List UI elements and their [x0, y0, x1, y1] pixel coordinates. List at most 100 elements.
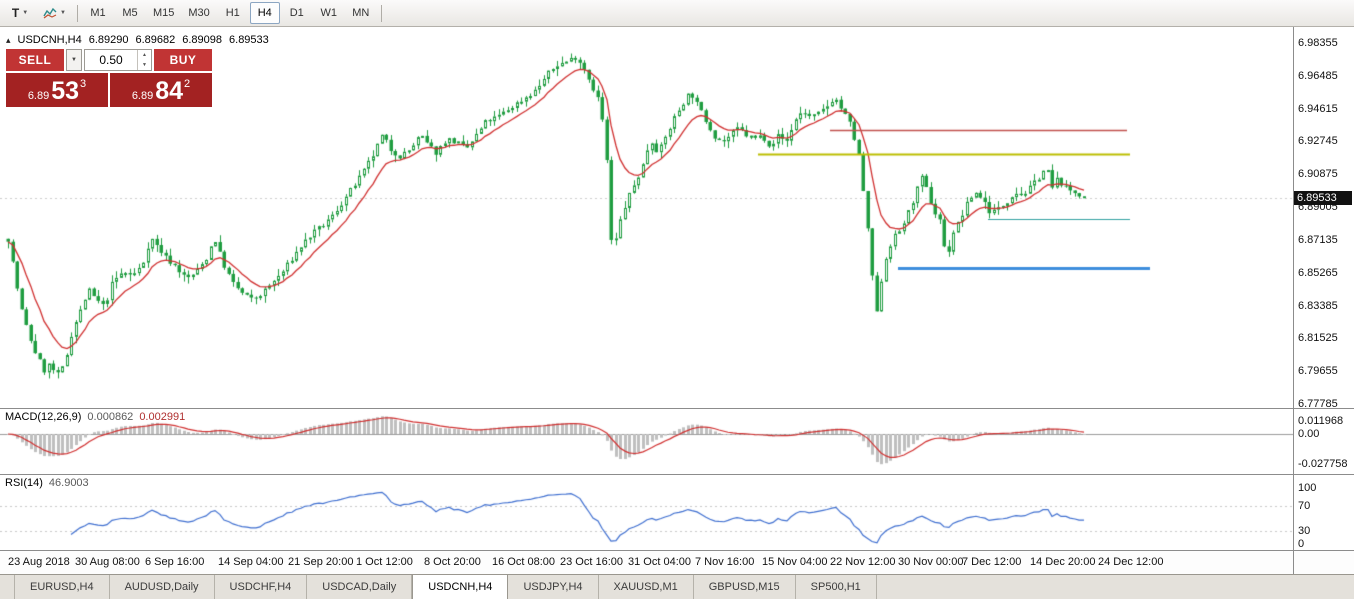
- macd-canvas[interactable]: [0, 409, 1293, 474]
- chart-tab-usdcnh-h4[interactable]: USDCNH,H4: [412, 575, 509, 599]
- price-tick: 6.77785: [1298, 398, 1338, 409]
- macd-label: MACD(12,26,9) 0.000862 0.002991: [5, 411, 185, 423]
- chevron-down-icon: ▼: [60, 10, 66, 16]
- triangle-icon: ▴: [6, 34, 11, 45]
- chart-tab-gbpusd-m15[interactable]: GBPUSD,M15: [694, 575, 796, 599]
- chart-plot-area[interactable]: ▴ USDCNH,H4 6.89290 6.89682 6.89098 6.89…: [0, 27, 1293, 408]
- timeframe-button-m5[interactable]: M5: [122, 7, 138, 19]
- timeframe-button-h4[interactable]: H4: [249, 2, 280, 24]
- rsi-plot-area[interactable]: RSI(14) 46.9003: [0, 475, 1293, 550]
- chart-tab-eurusd-h4[interactable]: EURUSD,H4: [14, 575, 110, 599]
- price-tick: 6.96485: [1298, 69, 1338, 82]
- rsi-tick: 0: [1298, 538, 1305, 550]
- rsi-name: RSI(14): [5, 477, 43, 489]
- time-tick: 30 Nov 00:00: [898, 556, 964, 568]
- time-tick: 1 Oct 12:00: [356, 556, 413, 568]
- symbol-period-label: USDCNH,H4: [17, 34, 82, 46]
- timeframe-button-m1[interactable]: M1: [90, 7, 106, 19]
- rsi-label: RSI(14) 46.9003: [5, 477, 89, 489]
- price-tick: 6.92745: [1298, 135, 1338, 148]
- timeframe-button-mn[interactable]: MN: [352, 7, 370, 19]
- trade-settings-dropdown[interactable]: ▼: [66, 49, 82, 71]
- rsi-value: 46.9003: [48, 477, 89, 489]
- price-tick: 6.81525: [1298, 332, 1338, 345]
- price-tick: 6.87135: [1298, 233, 1338, 246]
- time-tick: 23 Oct 16:00: [560, 556, 623, 568]
- time-tick: 6 Sep 16:00: [145, 556, 205, 568]
- macd-plot-area[interactable]: MACD(12,26,9) 0.000862 0.002991: [0, 409, 1293, 474]
- rsi-pane: RSI(14) 46.9003 100 70 30 0: [0, 475, 1354, 551]
- chart-toolbar: T ▼ ▼ M1 M5 M15 M30 H1 H4 D1 W1 MN: [0, 0, 1354, 27]
- chart-tab-usdchf-h4[interactable]: USDCHF,H4: [215, 575, 308, 599]
- indicators-button[interactable]: ▼: [37, 2, 72, 24]
- quote-low: 6.89098: [182, 34, 223, 46]
- chart-tab-sp500-h1[interactable]: SP500,H1: [796, 575, 877, 599]
- chart-tab-bar: EURUSD,H4 AUDUSD,Daily USDCHF,H4 USDCAD,Dai…: [0, 574, 1354, 599]
- sell-price-big-digits: 53: [51, 76, 80, 105]
- spinner-up-icon[interactable]: ▲: [142, 52, 147, 58]
- macd-main-value: 0.000862: [87, 411, 134, 423]
- rsi-axis[interactable]: 100 70 30 0: [1293, 475, 1354, 550]
- price-axis[interactable]: 6.89533 6.98355 6.96485 6.94615 6.92745 6.90…: [1293, 27, 1354, 408]
- time-tick: 30 Aug 08:00: [75, 556, 140, 568]
- text-tool-icon: T: [11, 6, 20, 20]
- price-tick: 6.98355: [1298, 37, 1338, 49]
- macd-tick: -0.027758: [1298, 458, 1348, 471]
- time-tick: 21 Sep 20:00: [288, 556, 354, 568]
- candlestick-chart-canvas[interactable]: [0, 27, 1293, 408]
- quote-high: 6.89682: [135, 34, 176, 46]
- time-axis[interactable]: 23 Aug 2018 30 Aug 08:00 6 Sep 16:00 14 Sep…: [0, 551, 1293, 574]
- timeframe-button-d1[interactable]: D1: [289, 7, 304, 19]
- sell-button[interactable]: SELL: [6, 49, 64, 71]
- volume-input[interactable]: 0.50 ▲ ▼: [84, 49, 152, 71]
- price-tick: 6.85265: [1298, 266, 1338, 279]
- toolbar-separator: [380, 4, 382, 22]
- chart-tab-usdjpy-h4[interactable]: USDJPY,H4: [508, 575, 599, 599]
- chart-tab-usdcad-daily[interactable]: USDCAD,Daily: [307, 575, 413, 599]
- macd-tick: 0.00: [1298, 428, 1320, 440]
- timeframe-button-w1[interactable]: W1: [320, 7, 338, 19]
- chart-quote-bar: ▴ USDCNH,H4 6.89290 6.89682 6.89098 6.89…: [6, 34, 269, 46]
- chart-tab-audusd-daily[interactable]: AUDUSD,Daily: [110, 575, 215, 599]
- time-tick: 22 Nov 12:00: [830, 556, 896, 568]
- one-click-trading-panel: SELL ▼ 0.50 ▲ ▼ BUY 6.89 53: [6, 49, 212, 107]
- volume-value: 0.50: [99, 53, 123, 67]
- volume-spinner: ▲ ▼: [137, 50, 151, 70]
- rsi-tick: 100: [1298, 481, 1317, 494]
- rsi-canvas[interactable]: [0, 475, 1293, 550]
- time-tick: 24 Dec 12:00: [1098, 556, 1164, 568]
- buy-price-button[interactable]: 6.89 84 2: [110, 73, 212, 107]
- buy-price-big-digits: 84: [155, 76, 184, 105]
- main-chart-pane: ▴ USDCNH,H4 6.89290 6.89682 6.89098 6.89…: [0, 27, 1354, 409]
- time-tick: 23 Aug 2018: [8, 556, 70, 568]
- chart-tab-xauusd-m1[interactable]: XAUUSD,M1: [599, 575, 694, 599]
- time-tick: 8 Oct 20:00: [424, 556, 481, 568]
- chevron-down-icon: ▼: [22, 10, 29, 16]
- time-tick: 31 Oct 04:00: [628, 556, 691, 568]
- sell-price-pip: 3: [80, 78, 87, 90]
- indicators-icon: [43, 7, 57, 19]
- timeframe-button-m30[interactable]: M30: [188, 7, 210, 19]
- buy-button[interactable]: BUY: [154, 49, 212, 71]
- macd-axis[interactable]: 0.011968 0.00 -0.027758: [1293, 409, 1354, 474]
- price-tick: 6.90875: [1298, 168, 1338, 181]
- sell-price-button[interactable]: 6.89 53 3: [6, 73, 108, 107]
- last-price-badge: 6.89533: [1294, 190, 1352, 205]
- toolbar-separator: [76, 4, 78, 22]
- time-tick: 7 Dec 12:00: [962, 556, 1022, 568]
- macd-name: MACD(12,26,9): [5, 411, 82, 423]
- spinner-down-icon[interactable]: ▼: [142, 62, 147, 68]
- price-tick: 6.79655: [1298, 365, 1338, 378]
- macd-pane: MACD(12,26,9) 0.000862 0.002991 0.011968…: [0, 409, 1354, 475]
- quote-close: 6.89533: [229, 34, 269, 46]
- timeframe-button-m15[interactable]: M15: [152, 7, 175, 19]
- time-tick: 14 Dec 20:00: [1030, 556, 1096, 568]
- macd-signal-value: 0.002991: [139, 411, 186, 423]
- macd-tick: 0.011968: [1298, 414, 1344, 427]
- timeframe-button-h1[interactable]: H1: [225, 7, 240, 19]
- text-tool-button[interactable]: T ▼: [5, 2, 35, 24]
- price-tick: 6.83385: [1298, 299, 1338, 312]
- rsi-tick: 70: [1298, 500, 1311, 513]
- time-axis-row: 23 Aug 2018 30 Aug 08:00 6 Sep 16:00 14 Sep…: [0, 551, 1354, 574]
